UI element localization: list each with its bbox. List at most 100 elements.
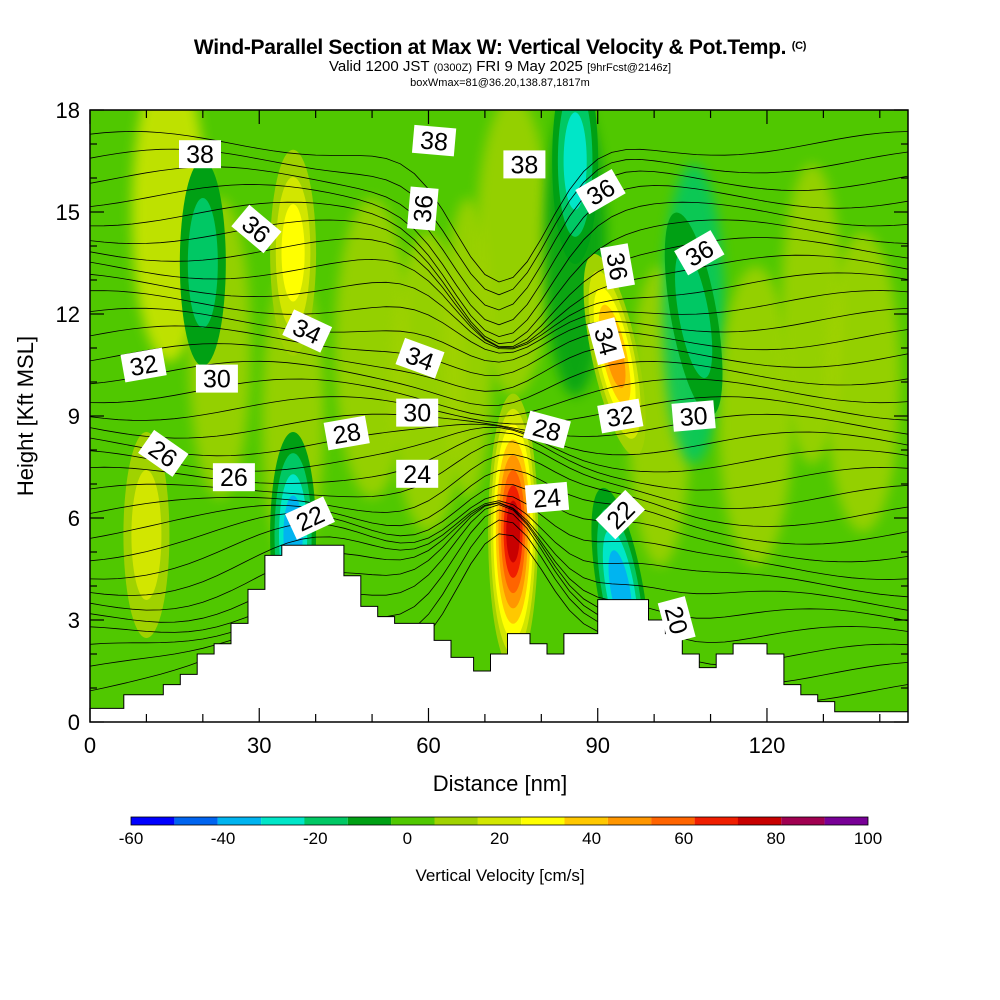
box-info: boxWmax=81@36.20,138.87,1817m (410, 77, 590, 89)
contour-label-box (523, 410, 571, 449)
contour-label: 20 (657, 596, 696, 644)
contour-label-box (407, 186, 439, 231)
contour-label-text: 28 (331, 418, 363, 450)
isentrope (90, 237, 908, 348)
colorbar-frame (130, 816, 869, 826)
isentrope (90, 307, 908, 363)
isentrope (90, 423, 908, 457)
contour-label: 28 (323, 415, 370, 451)
colorbar-tick-label: 40 (582, 829, 601, 848)
colorbar-swatch (737, 817, 782, 825)
contour-label-box (395, 337, 445, 379)
colorbar-tick-label: -20 (303, 829, 328, 848)
isentrope (90, 500, 908, 598)
contour-label-text: 36 (409, 194, 439, 224)
isentrope (90, 413, 908, 439)
contour-label-text: 30 (679, 402, 709, 432)
colorbar-swatch (651, 817, 695, 825)
x-tick-label: 90 (585, 733, 609, 758)
x-tick-label: 120 (749, 733, 786, 758)
terrain-profile (89, 544, 909, 723)
y-tick-label: 15 (56, 200, 80, 225)
contour-label-box (671, 400, 716, 432)
colorbar-swatch (131, 817, 175, 825)
contour-label-text: 38 (186, 141, 214, 169)
forecast-info: [9hrFcst@2146z] (587, 62, 672, 74)
isentrope (90, 184, 908, 326)
contour-label-box (285, 496, 335, 540)
velocity-core (506, 500, 520, 563)
colorbar-swatch (391, 817, 435, 825)
isentrope (90, 148, 908, 296)
contour-label-box (595, 489, 646, 540)
isentrope (90, 396, 908, 425)
contour-label-box (657, 596, 696, 644)
valid-utc: (0300Z) (433, 62, 473, 74)
contour-label: 24 (396, 459, 439, 489)
y-axis-label: Height [Kft MSL] (13, 336, 38, 496)
title-main-text: Wind-Parallel Section at Max W: Vertical… (193, 36, 787, 59)
colorbar-swatch (261, 817, 305, 825)
colorbar-swatch (477, 817, 522, 825)
contour-label: 32 (597, 398, 644, 434)
y-tick-label: 3 (68, 608, 80, 633)
colorbar-swatch (434, 817, 478, 825)
chart-title: Wind-Parallel Section at Max W: Vertical… (0, 36, 1000, 60)
colorbar-swatch (174, 817, 218, 825)
colorbar-swatch (521, 817, 565, 825)
contour-label-box (323, 415, 370, 451)
isentrope (90, 484, 908, 563)
contour-label-text: 24 (532, 483, 562, 513)
x-axis-label: Distance [nm] (433, 771, 568, 796)
contour-label-text: 38 (510, 151, 538, 179)
isentrope (90, 453, 908, 527)
velocity-band (825, 232, 901, 532)
colorbar-swatch (217, 817, 262, 825)
isentrope (90, 504, 908, 644)
contour-label: 38 (411, 124, 457, 157)
contour-label-box (212, 463, 255, 492)
colorbar-tick-label: -40 (211, 829, 236, 848)
isentrope (90, 360, 908, 406)
isentrope (90, 494, 908, 580)
colorbar-tick-label: 100 (854, 829, 882, 848)
colorbar-tick-label: -60 (119, 829, 144, 848)
contour-label: 38 (179, 140, 221, 169)
colorbar-label: Vertical Velocity [cm/s] (415, 866, 584, 885)
y-tick-label: 12 (56, 302, 80, 327)
y-tick-label: 18 (56, 98, 80, 123)
colorbar-swatch (781, 817, 825, 825)
contour-label-box (396, 459, 439, 488)
contour-label-text: 38 (419, 126, 449, 156)
y-tick-label: 9 (68, 404, 80, 429)
isentrope (90, 469, 908, 545)
colorbar-tick-label: 80 (766, 829, 785, 848)
colorbar-swatch (607, 817, 652, 825)
velocity-core (131, 470, 162, 600)
x-tick-label: 60 (416, 733, 440, 758)
contour-label: 28 (523, 410, 571, 449)
contour-label-box (231, 204, 282, 254)
contour-label-box (195, 364, 238, 393)
x-tick-label: 0 (84, 733, 96, 758)
contour-label-box (587, 317, 626, 366)
terrain (89, 544, 909, 723)
contour-label-box (503, 150, 546, 179)
contour-label: 34 (587, 317, 626, 366)
contour-label: 30 (671, 400, 716, 432)
isentrope (90, 343, 908, 392)
valid-time-line: Valid 1200 JST (0300Z) FRI 9 May 2025 [9… (0, 59, 1000, 76)
isentrope (90, 325, 908, 376)
isentrope (90, 219, 908, 345)
contour-label-box (575, 168, 626, 215)
isentrope (90, 502, 908, 611)
colorbar-tick-label: 60 (674, 829, 693, 848)
contour-label-text: 24 (403, 461, 431, 489)
contour-label-box (138, 429, 189, 477)
contour-label-box (282, 309, 333, 353)
contour-label-text: 32 (128, 350, 160, 382)
colorbar: -60 -40 -20 0 20 40 60 80 100 (119, 816, 882, 848)
